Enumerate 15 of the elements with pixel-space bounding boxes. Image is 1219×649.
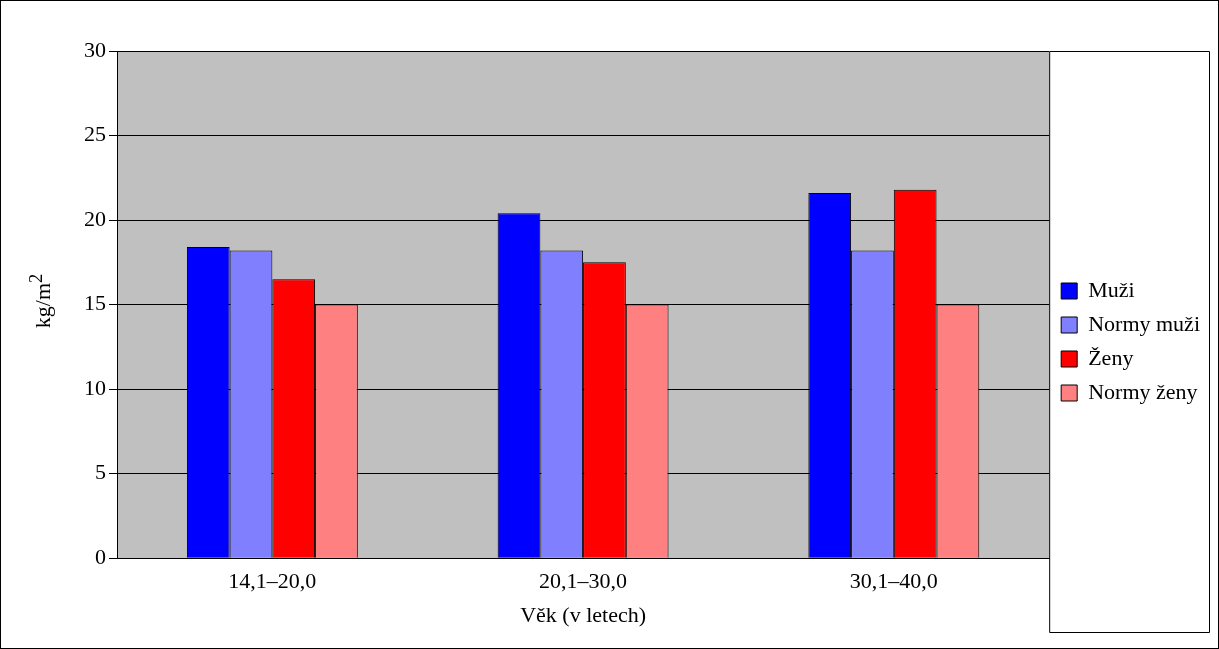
legend-label: Ženy [1088,344,1134,370]
y-tick-label: 0 [95,543,106,569]
y-tick-label: 25 [84,121,106,147]
y-tick-label: 10 [84,374,106,400]
x-tick-label: 30,1–40,0 [849,568,938,594]
x-tick-label: 20,1–30,0 [539,568,628,594]
legend-label: Muži [1088,276,1135,302]
legend-label: Normy muži [1088,310,1201,336]
y-tick-label: 20 [84,205,106,231]
y-tick-label: 30 [84,36,106,62]
y-tick-label: 5 [95,459,106,485]
x-tick-label: 14,1–20,0 [228,568,317,594]
x-axis-title: Věk (v letech) [520,601,647,627]
y-tick-label: 15 [84,290,106,316]
legend-label: Normy ženy [1088,378,1198,404]
